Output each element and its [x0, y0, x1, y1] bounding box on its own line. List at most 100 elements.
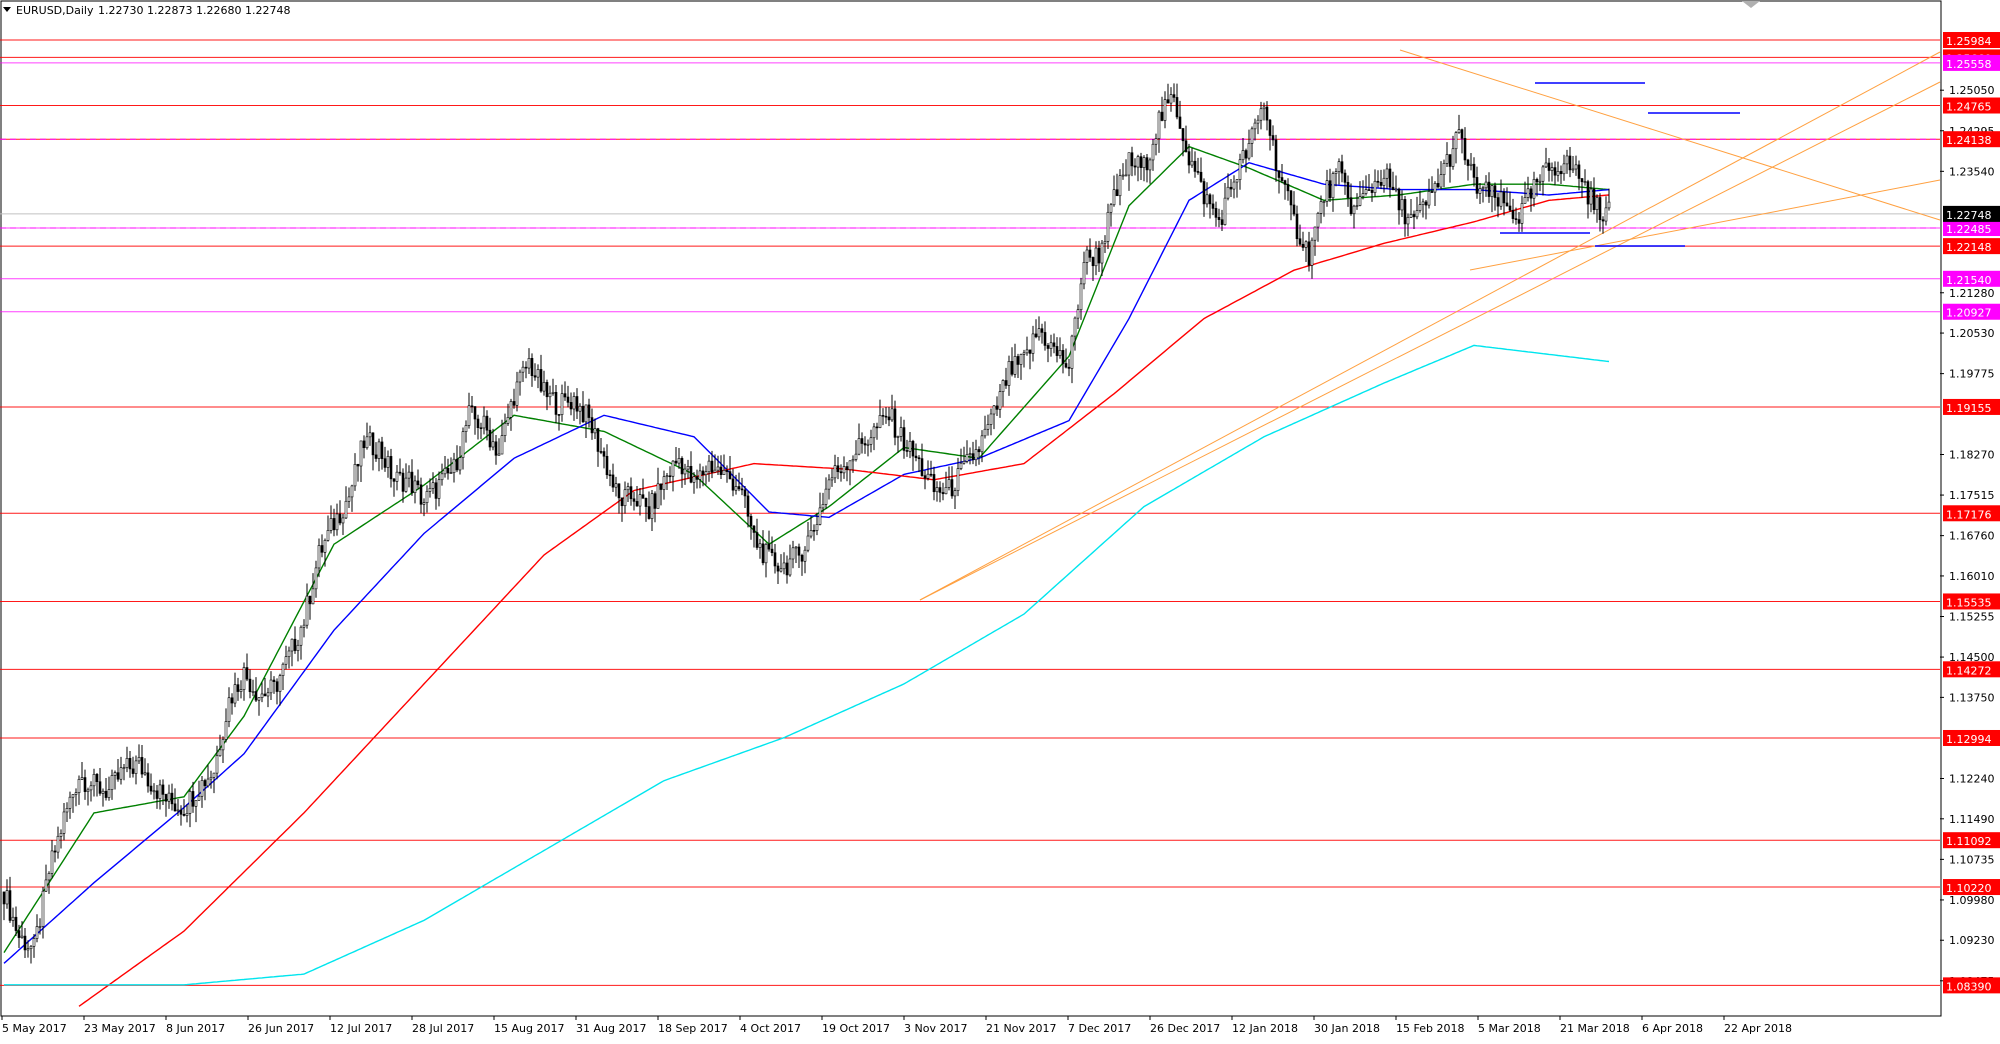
candle-body [1073, 317, 1077, 337]
candle-body [1226, 186, 1230, 199]
y-tick-label: 1.09230 [1949, 934, 1995, 947]
candle-body [596, 428, 600, 452]
candle-body [893, 408, 897, 438]
candle-body [1124, 174, 1128, 177]
candle-body [170, 792, 174, 805]
candle-body [209, 776, 213, 780]
candle-body [281, 663, 285, 676]
candle-body [1397, 188, 1401, 211]
candle-body [11, 916, 15, 921]
candle-body [842, 466, 846, 474]
candle-body [1427, 191, 1431, 206]
candle-body [173, 803, 177, 812]
candle-body [557, 414, 561, 416]
candle-body [632, 498, 636, 502]
candle-body [1421, 201, 1425, 205]
candle-body [1472, 163, 1476, 178]
candle-body [614, 483, 618, 488]
candle-body [872, 426, 876, 439]
candle-body [332, 518, 336, 531]
candle-body [20, 935, 24, 938]
candle-body [581, 405, 585, 423]
candle-body [554, 391, 558, 415]
candle-body [326, 530, 330, 541]
candle-body [161, 784, 165, 795]
candle-body [590, 417, 594, 434]
x-tick-label: 26 Jun 2017 [248, 1022, 314, 1035]
trendline[interactable] [1399, 49, 1941, 221]
candle-body [368, 432, 372, 438]
price-level-badge [1943, 832, 2000, 849]
candle-body [896, 436, 900, 438]
price-level-label: 1.14272 [1946, 664, 1992, 677]
price-level-badge [1943, 729, 2000, 746]
candle-body [713, 469, 717, 473]
candle-body [1046, 345, 1050, 349]
candle-body [413, 480, 417, 493]
candle-body [1523, 197, 1527, 204]
collapse-arrow-icon[interactable] [3, 7, 11, 12]
candle-body [407, 471, 411, 479]
candle-body [443, 467, 447, 475]
candle-body [905, 450, 909, 452]
price-level-label: 1.10220 [1946, 882, 1992, 895]
candle-body [512, 401, 516, 406]
candle-body [1106, 211, 1110, 242]
candle-body [1382, 177, 1386, 186]
candle-body [164, 794, 168, 802]
candle-body [1364, 189, 1368, 194]
candle-body [1328, 180, 1332, 199]
x-tick-label: 28 Jul 2017 [412, 1022, 474, 1035]
y-tick-label: 1.25050 [1949, 84, 1995, 97]
candle-body [974, 449, 978, 461]
candle-body [1292, 204, 1296, 215]
scroll-marker-icon[interactable] [1742, 1, 1760, 8]
candle-body [1460, 129, 1464, 139]
candle-body [1217, 217, 1221, 220]
candle-body [977, 449, 981, 453]
candle-body [644, 498, 648, 507]
candle-body [1541, 166, 1545, 182]
candle-body [8, 890, 12, 921]
candle-body [1415, 210, 1419, 218]
candle-body [68, 796, 72, 809]
candle-body [938, 487, 942, 493]
price-level-label: 1.15535 [1946, 596, 1992, 609]
trendline[interactable] [919, 51, 1941, 601]
candle-body [1379, 182, 1383, 186]
x-tick-label: 12 Jul 2017 [330, 1022, 392, 1035]
price-level-badge [1943, 661, 2000, 678]
candle-body [347, 496, 351, 502]
candle-body [182, 814, 186, 816]
candle-body [1445, 154, 1449, 164]
candle-body [824, 488, 828, 505]
candle-body [1490, 185, 1494, 197]
x-tick-label: 12 Jan 2018 [1232, 1022, 1298, 1035]
candle-body [662, 476, 666, 490]
candle-body [1178, 116, 1182, 129]
moving-average-line [3, 145, 1610, 953]
candle-body [1268, 119, 1272, 136]
trendline[interactable] [919, 81, 1941, 601]
candle-body [1097, 247, 1101, 264]
candle-body [101, 790, 105, 794]
candle-body [710, 460, 714, 473]
candle-body [1376, 180, 1380, 183]
candle-body [830, 477, 834, 481]
candle-body [302, 624, 306, 628]
y-tick-label: 1.16010 [1949, 570, 1995, 583]
candle-body [1256, 119, 1260, 124]
candle-body [1457, 129, 1461, 133]
y-tick-label: 1.18270 [1949, 448, 1995, 461]
candle-body [1535, 179, 1539, 183]
candle-body [1391, 186, 1395, 190]
candle-body [437, 479, 441, 499]
candle-body [764, 543, 768, 564]
candle-body [641, 494, 645, 499]
trendline[interactable] [1469, 179, 1941, 271]
candle-body [1301, 243, 1305, 248]
candle-body [1496, 197, 1500, 207]
candle-body [1061, 350, 1065, 364]
candle-body [95, 773, 99, 782]
price-level-badge [1943, 238, 2000, 255]
